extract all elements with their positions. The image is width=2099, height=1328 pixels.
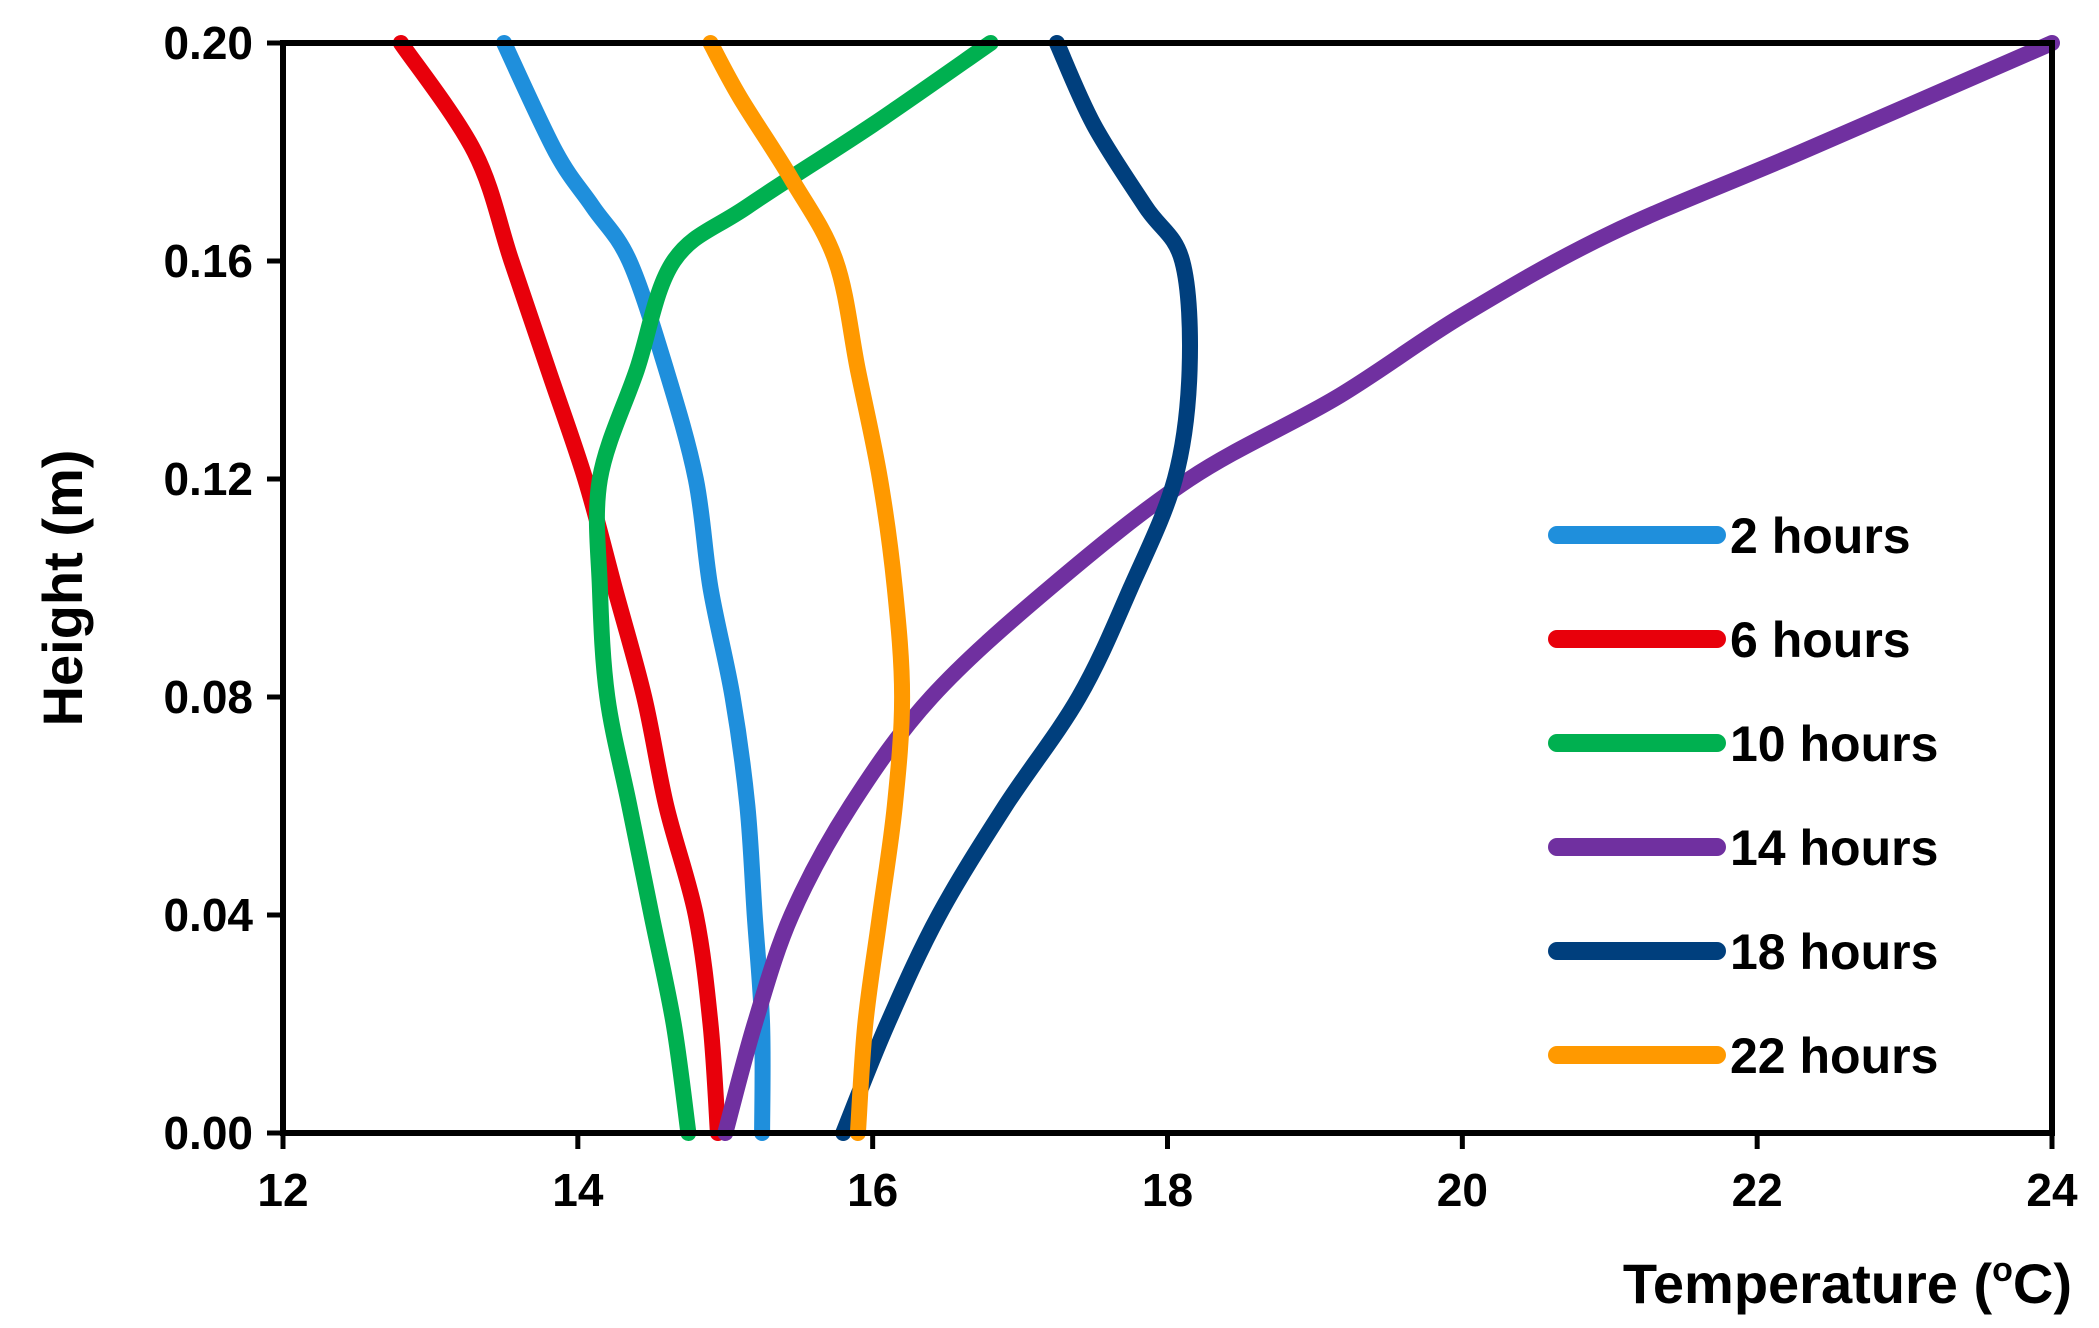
y-tick-label: 0.04 (163, 889, 253, 941)
x-axis-title-superscript: o (1992, 1251, 2013, 1289)
series-line-6-hours (392, 35, 726, 1141)
y-tick-label: 0.20 (163, 17, 253, 69)
legend-label: 18 hours (1730, 924, 1938, 980)
legend-label: 10 hours (1730, 716, 1938, 772)
y-tick-label: 0.08 (163, 671, 253, 723)
series-line-2-hours (496, 35, 771, 1141)
x-axis: 12 14 16 18 20 22 24 (257, 1133, 2078, 1216)
x-tick-label: 20 (1437, 1164, 1488, 1216)
legend-label: 2 hours (1730, 508, 1911, 564)
legend: 2 hours 6 hours 10 hours 14 hours 18 hours 22… (1548, 508, 1938, 1084)
y-axis-title: Height (m) (31, 450, 94, 727)
series-line-10-hours (588, 35, 999, 1141)
y-axis: 0.00 0.04 0.08 0.12 0.16 0.20 (163, 17, 283, 1159)
series-line-22-hours (702, 35, 911, 1141)
legend-label: 14 hours (1730, 820, 1938, 876)
x-tick-label: 14 (552, 1164, 604, 1216)
x-tick-label: 22 (1732, 1164, 1783, 1216)
x-axis-title: Temperature (oC) (1623, 1251, 2072, 1315)
x-tick-label: 12 (257, 1164, 308, 1216)
y-tick-label: 0.16 (163, 235, 253, 287)
legend-label: 6 hours (1730, 612, 1911, 668)
x-tick-label: 24 (2026, 1164, 2078, 1216)
series-layer (392, 35, 2060, 1141)
x-tick-label: 18 (1142, 1164, 1193, 1216)
legend-label: 22 hours (1730, 1028, 1938, 1084)
x-tick-label: 16 (847, 1164, 898, 1216)
y-tick-label: 0.12 (163, 453, 253, 505)
series-line-14-hours (717, 35, 2060, 1141)
y-tick-label: 0.00 (163, 1107, 253, 1159)
series-line-18-hours (835, 35, 1198, 1141)
